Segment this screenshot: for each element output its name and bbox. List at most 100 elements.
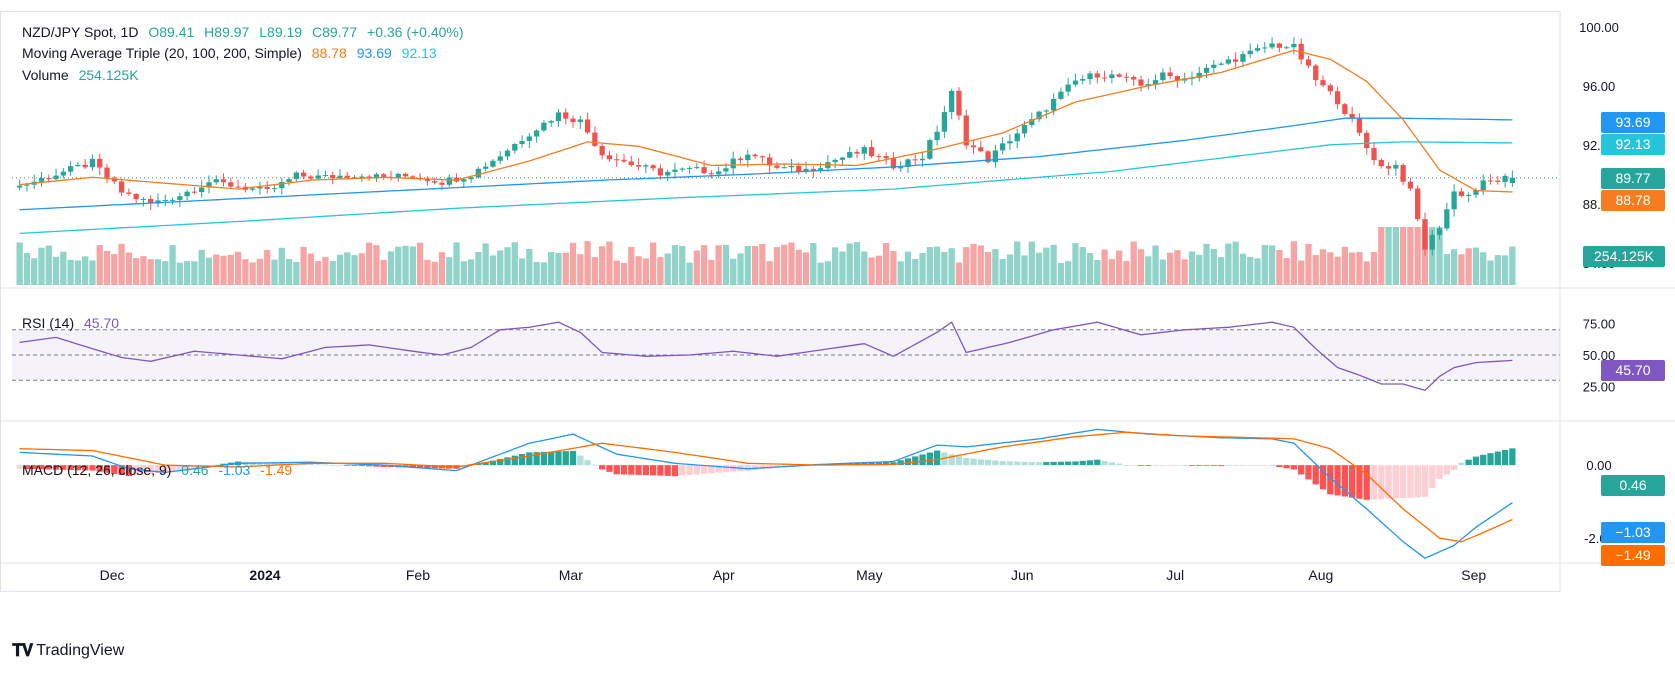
volume-bar	[271, 259, 278, 285]
volume-bar	[1429, 227, 1436, 285]
volume-bar	[1283, 257, 1290, 285]
volume-bar	[23, 253, 31, 285]
ohlc-legend: NZD/JPY Spot, 1D O89.41 H89.97 L89.19 C8…	[22, 24, 470, 40]
macd-histogram-bar	[1334, 465, 1341, 496]
candle-body	[1320, 80, 1326, 86]
macd-histogram-bar	[1079, 460, 1086, 466]
macd-histogram-bar	[671, 465, 679, 477]
candle-body	[781, 167, 787, 169]
volume-bar	[300, 246, 307, 285]
candle-body	[1327, 85, 1333, 92]
candle-body	[1247, 50, 1253, 55]
candle-body	[898, 166, 904, 169]
macd-histogram-bar	[329, 464, 336, 466]
volume-bar	[344, 252, 351, 285]
candle-body	[1211, 64, 1217, 68]
low-value: 89.19	[267, 24, 303, 40]
macd-histogram-bar	[67, 465, 74, 471]
volume-bar	[518, 258, 526, 285]
candle-body	[978, 147, 984, 152]
macd-histogram-bar	[336, 465, 344, 466]
candle-body	[381, 174, 387, 177]
candle-body	[1262, 47, 1268, 49]
macd-histogram-bar	[1006, 461, 1014, 466]
macd-histogram-bar	[118, 465, 125, 475]
macd-histogram-bar	[1509, 448, 1516, 466]
macd-histogram-bar	[679, 465, 686, 476]
candle-body	[1407, 181, 1414, 189]
volume-bar	[875, 255, 883, 285]
macd-histogram-bar	[533, 452, 540, 466]
macd-histogram-bar	[715, 465, 722, 473]
candle-body	[38, 178, 45, 182]
macd-histogram-bar	[191, 465, 198, 469]
volume-bar	[1450, 249, 1458, 285]
volume-bar	[897, 261, 904, 285]
macd-histogram-bar	[730, 465, 737, 472]
macd-histogram-bar	[1443, 465, 1450, 475]
volume-bar	[1356, 252, 1363, 285]
volume-bar	[82, 256, 89, 285]
candle-body	[118, 181, 125, 193]
volume-bar	[1407, 227, 1414, 285]
volume-bar	[933, 246, 941, 285]
candle-body	[854, 152, 860, 154]
volume-bar	[620, 262, 628, 285]
macd-histogram-bar	[1341, 465, 1349, 497]
volume-bar	[446, 257, 453, 285]
candle-body	[199, 187, 205, 193]
macd-histogram-bar	[1086, 460, 1094, 466]
candle-body	[519, 140, 525, 145]
macd-histogram-bar	[147, 465, 154, 474]
candle-body	[745, 154, 751, 161]
macd-histogram-bar	[999, 461, 1006, 466]
candle-body	[1502, 175, 1508, 182]
volume-bar	[1065, 261, 1072, 285]
macd-histogram-bar	[497, 458, 504, 466]
macd-histogram-bar	[642, 465, 649, 476]
volume-bar	[31, 258, 38, 285]
candle-body	[264, 187, 270, 189]
volume-bar	[1101, 249, 1108, 285]
macd-histogram-bar	[176, 465, 183, 471]
candle-body	[1466, 194, 1472, 196]
volume-bar	[118, 243, 125, 285]
macd-histogram-bar	[1298, 465, 1305, 475]
volume-bar	[373, 245, 380, 285]
candle-body	[526, 136, 532, 141]
macd-histogram-bar	[1312, 465, 1319, 485]
macd-histogram-bar	[1203, 465, 1210, 466]
volume-bar	[162, 261, 169, 285]
volume-bar	[380, 259, 387, 285]
tradingview-logo[interactable]: 𝐓𝐕 TradingView	[12, 641, 124, 661]
ma100-value: 93.69	[356, 45, 392, 61]
candle-body	[1007, 141, 1013, 144]
candle-body	[672, 169, 678, 172]
candle-body	[300, 172, 307, 177]
macd-histogram-bar	[1123, 464, 1130, 466]
volume-bar	[1378, 227, 1385, 285]
candle-body	[330, 175, 336, 179]
candle-body	[148, 198, 154, 204]
volume-bar	[861, 251, 868, 285]
volume-bar	[1079, 247, 1086, 285]
candle-body	[155, 200, 161, 204]
volume-bar	[577, 254, 584, 285]
candle-body	[257, 187, 263, 189]
macd-histogram-bar	[751, 465, 759, 470]
candle-body	[1160, 72, 1166, 81]
macd-signal-value: -1.49	[260, 462, 293, 478]
volume-bar	[584, 241, 591, 285]
candle-body	[1065, 84, 1071, 92]
macd-histogram-bar	[722, 465, 730, 473]
macd-histogram-bar	[278, 463, 285, 466]
macd-histogram-bar	[1247, 465, 1254, 466]
macd-histogram-bar	[693, 465, 700, 475]
candle-body	[1203, 67, 1210, 73]
volume-bar	[744, 245, 751, 285]
volume-bar	[599, 246, 606, 285]
candle-body	[504, 150, 511, 157]
volume-bar	[315, 261, 322, 285]
volume-bar	[912, 259, 919, 285]
